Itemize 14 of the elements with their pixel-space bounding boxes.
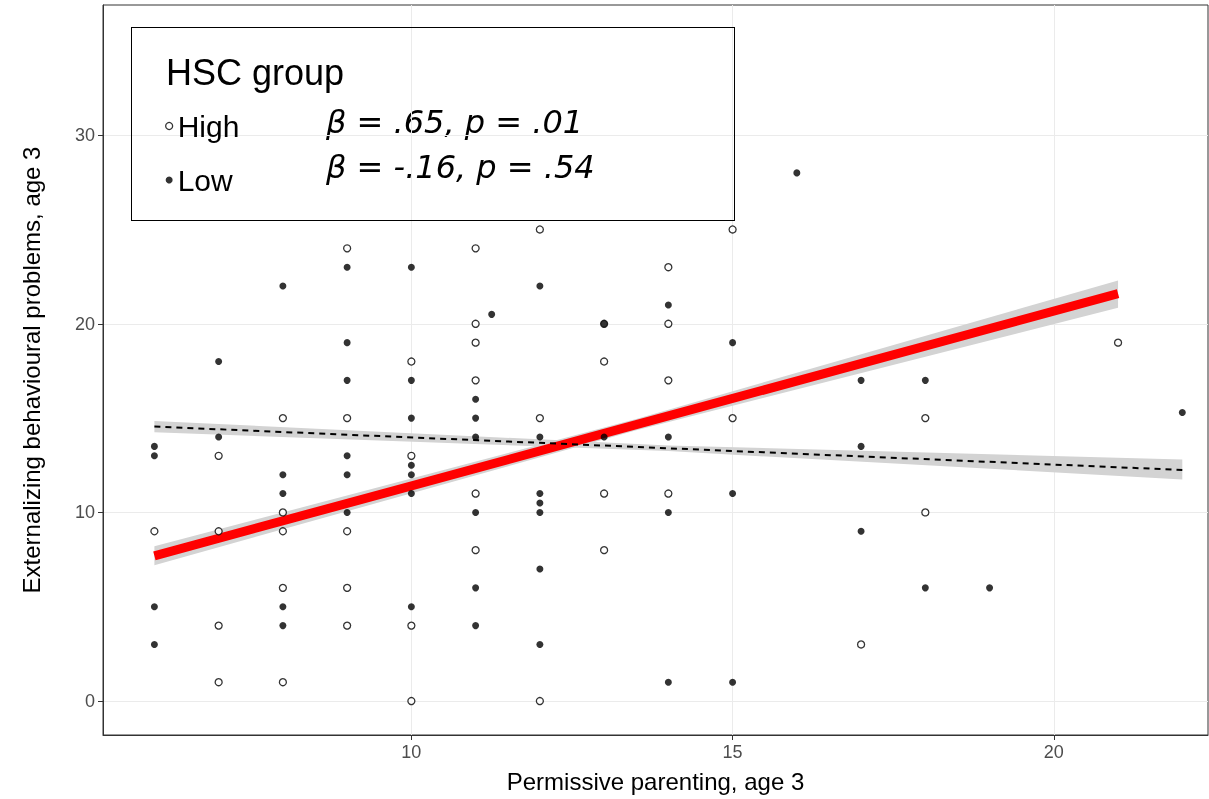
x-tick-label: 20: [1043, 742, 1064, 762]
y-tick-label: 0: [84, 691, 95, 712]
x-axis-title: Permissive parenting, age 3: [506, 767, 805, 795]
annotation: β = -.16, p = .54: [325, 148, 595, 186]
legend-label: High: [177, 109, 240, 143]
legend-label: Low: [177, 163, 234, 197]
y-axis-title: Externalizing behavioural problems, age 3: [17, 146, 45, 594]
x-tick-label: 10: [401, 742, 422, 762]
y-tick-label: 10: [74, 502, 95, 523]
y-tick-label: 20: [74, 313, 95, 334]
legend-title: HSC group: [166, 51, 345, 93]
x-tick-label: 15: [722, 742, 743, 762]
annotation: β = .65, p = .01: [325, 103, 584, 141]
y-tick-label: 30: [74, 125, 95, 146]
